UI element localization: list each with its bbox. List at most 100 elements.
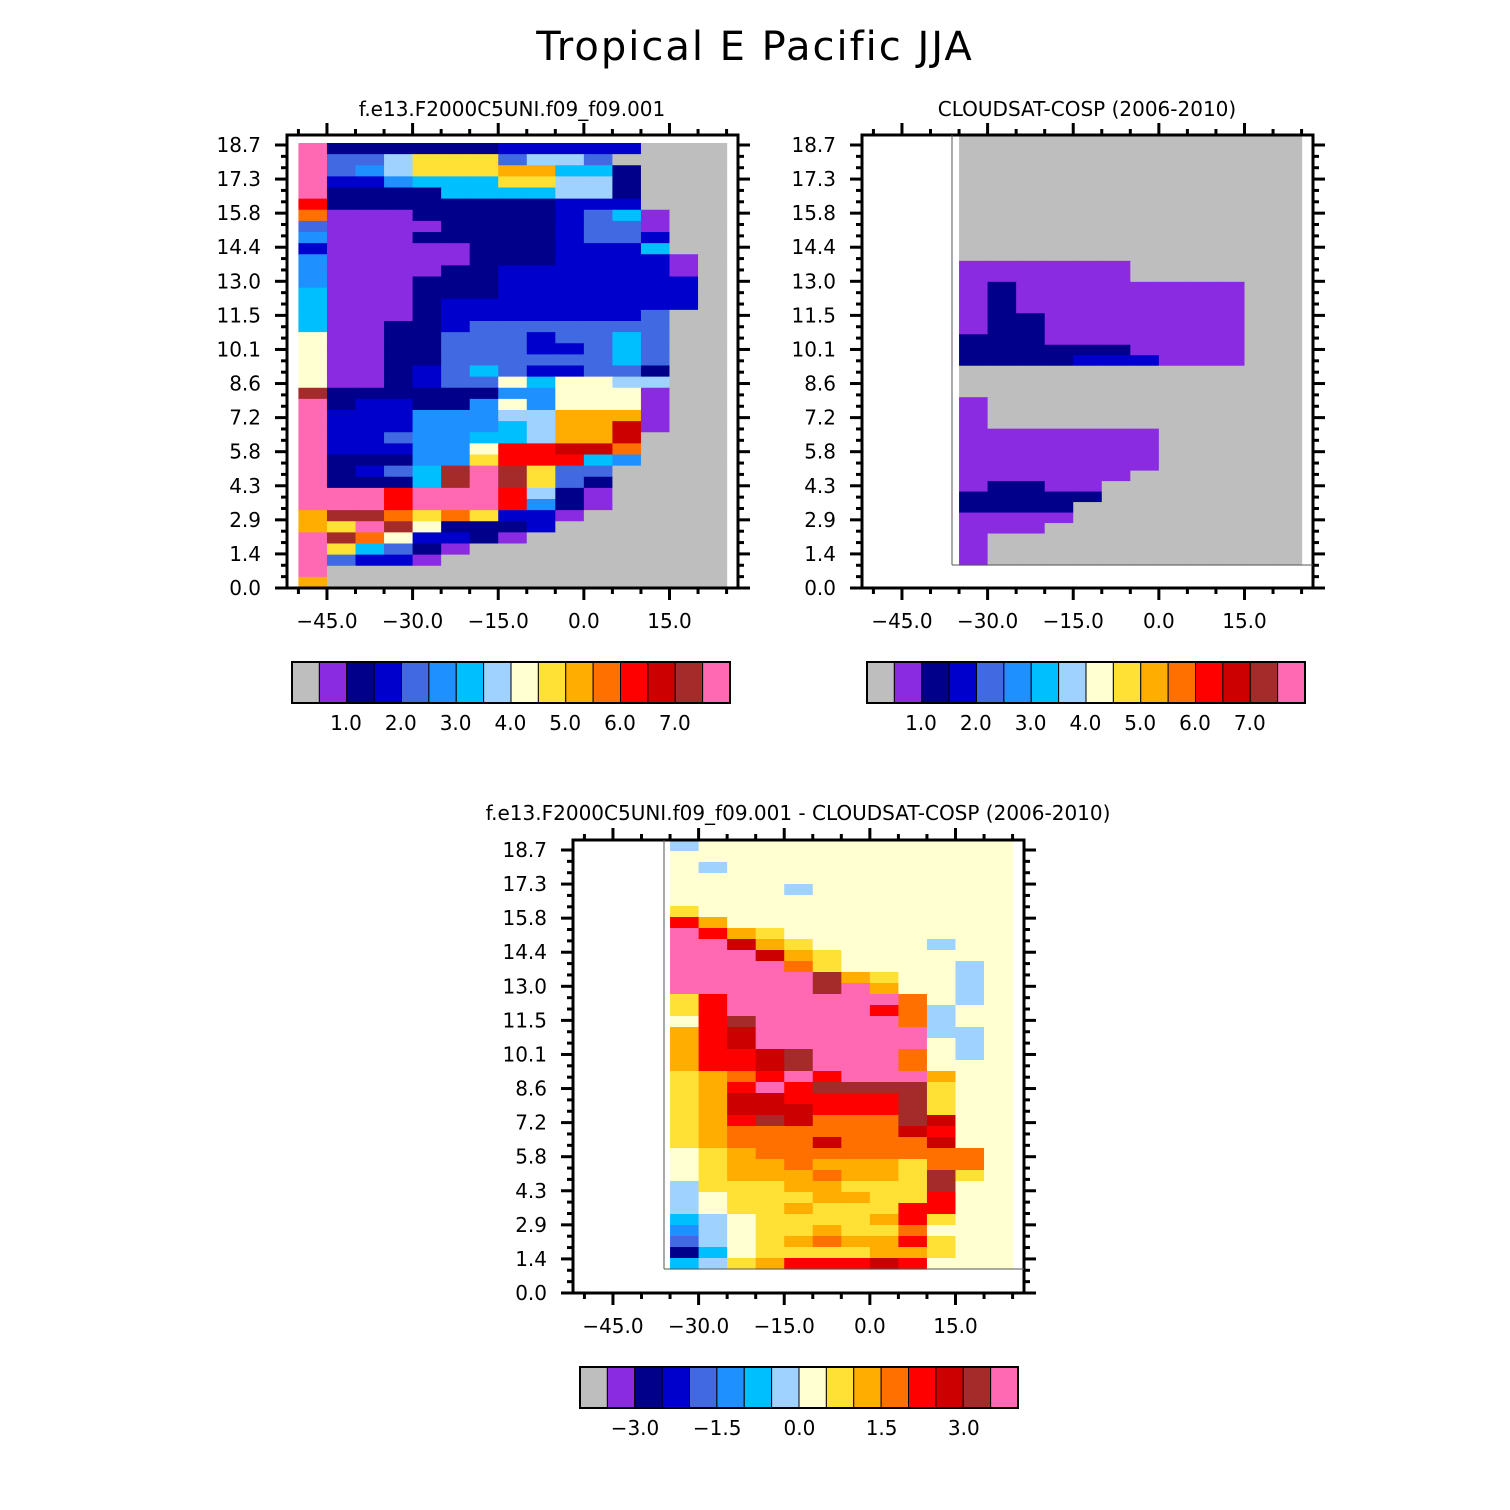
heatmap-cell xyxy=(812,961,842,973)
heatmap-cell xyxy=(841,994,871,1006)
heatmap-cell xyxy=(669,487,699,500)
heatmap-cell xyxy=(298,554,328,567)
heatmap-cell xyxy=(355,454,385,467)
heatmap-cell xyxy=(1016,260,1046,272)
heatmap-cell xyxy=(812,950,842,962)
heatmap-cell xyxy=(412,187,442,200)
heatmap-cell xyxy=(498,354,528,367)
heatmap-cell xyxy=(326,499,357,511)
heatmap-cell xyxy=(326,487,357,500)
heatmap-cell xyxy=(727,1214,757,1226)
heatmap-cell xyxy=(669,309,699,322)
colorbar-swatch xyxy=(1249,661,1279,704)
heatmap-cell xyxy=(669,154,699,166)
heatmap-cell xyxy=(583,321,613,333)
heatmap-cell xyxy=(384,499,414,511)
heatmap-cell xyxy=(869,895,899,907)
heatmap-cell xyxy=(698,1137,728,1149)
heatmap-cell xyxy=(384,410,414,422)
heatmap-cell xyxy=(441,143,471,155)
heatmap-cell xyxy=(612,510,642,522)
heatmap-cell xyxy=(612,176,642,189)
heatmap-cell xyxy=(298,421,328,433)
heatmap-cell xyxy=(612,198,642,211)
heatmap-cell xyxy=(1016,554,1046,566)
heatmap-cell xyxy=(841,939,871,951)
heatmap-cell xyxy=(498,254,528,266)
heatmap-cell xyxy=(1187,334,1217,346)
heatmap-cell xyxy=(812,851,842,863)
heatmap-cell xyxy=(1215,523,1246,535)
colorbar-swatch xyxy=(647,661,676,704)
heatmap-cell xyxy=(1016,208,1046,220)
colorbar-swatch xyxy=(689,1366,718,1409)
heatmap-cell xyxy=(355,398,385,411)
heatmap-cell xyxy=(898,1170,928,1182)
heatmap-cell xyxy=(326,232,357,244)
heatmap-cell xyxy=(1101,271,1131,283)
heatmap-cell xyxy=(898,1016,928,1028)
heatmap-cell xyxy=(727,1115,757,1127)
heatmap-cell xyxy=(298,432,328,444)
heatmap-cell xyxy=(1158,449,1188,461)
heatmap-cell xyxy=(669,432,699,444)
heatmap-cell xyxy=(326,410,357,422)
colorbar-label: 7.0 xyxy=(659,711,691,735)
heatmap-cell xyxy=(987,533,1017,545)
heatmap-cell xyxy=(812,1005,842,1017)
heatmap-cell xyxy=(355,365,385,378)
heatmap-cell xyxy=(583,387,613,400)
heatmap-cell xyxy=(869,1258,899,1270)
heatmap-cell xyxy=(498,421,528,433)
heatmap-cell xyxy=(1215,449,1246,461)
heatmap-cell xyxy=(1158,428,1188,440)
heatmap-cell xyxy=(1158,355,1188,367)
heatmap-cell xyxy=(1215,481,1246,493)
heatmap-cell xyxy=(526,165,556,177)
x-tick-label: −15.0 xyxy=(468,609,529,633)
heatmap-cell xyxy=(1215,187,1246,199)
heatmap-cell xyxy=(841,840,871,852)
heatmap-cell xyxy=(1130,502,1160,514)
heatmap-cell xyxy=(987,449,1017,461)
heatmap-cell xyxy=(727,1170,757,1182)
heatmap-cell xyxy=(612,232,642,244)
heatmap-cell xyxy=(526,443,556,456)
heatmap-cell xyxy=(583,576,613,589)
heatmap-cell xyxy=(384,476,414,489)
heatmap-cell xyxy=(583,487,613,500)
heatmap-cell xyxy=(612,443,642,456)
heatmap-cell xyxy=(298,365,328,378)
heatmap-cell xyxy=(812,939,842,951)
x-tick-label: −45.0 xyxy=(871,609,932,633)
heatmap-cell xyxy=(326,265,357,278)
heatmap-cell xyxy=(1073,135,1103,147)
heatmap-cell xyxy=(1044,135,1074,147)
heatmap-cell xyxy=(755,1137,785,1149)
heatmap-cell xyxy=(1187,166,1217,178)
heatmap-cell xyxy=(698,387,728,400)
heatmap-cell xyxy=(384,298,414,311)
heatmap-cell xyxy=(1016,155,1046,168)
heatmap-cell xyxy=(469,421,499,433)
heatmap-cell xyxy=(987,176,1017,189)
x-tick-label: −30.0 xyxy=(668,1314,729,1338)
heatmap-cell xyxy=(841,1016,871,1028)
heatmap-cell xyxy=(955,906,985,918)
heatmap-cell xyxy=(583,298,613,311)
heatmap-cell xyxy=(698,332,728,344)
heatmap-cell xyxy=(555,421,585,433)
heatmap-cell xyxy=(670,1137,700,1149)
heatmap-cell xyxy=(384,165,414,177)
heatmap-cell xyxy=(959,281,989,293)
heatmap-cell xyxy=(959,344,989,356)
heatmap-cell xyxy=(1215,491,1246,503)
heatmap-cell xyxy=(583,443,613,456)
heatmap-cell xyxy=(727,862,757,874)
x-tick-label: −30.0 xyxy=(382,609,443,633)
heatmap-cell xyxy=(898,950,928,962)
heatmap-cell xyxy=(1273,292,1303,304)
heatmap-cell xyxy=(1044,239,1074,251)
heatmap-cell xyxy=(1273,229,1303,241)
heatmap-cell xyxy=(640,443,671,456)
